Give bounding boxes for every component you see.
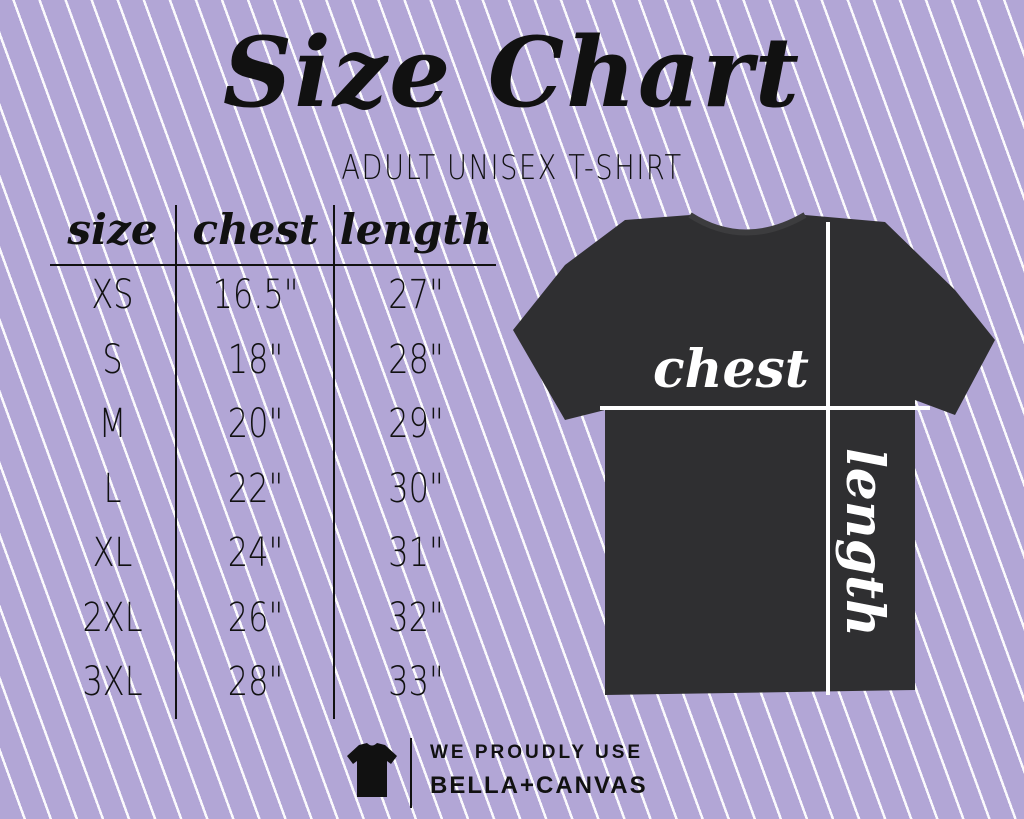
brand-logo-text: BELLA+CANVAS [430,772,648,799]
header-divider [50,264,496,266]
footer-divider [410,738,412,808]
length-cell: 33" [388,659,444,705]
length-cell: 32" [388,594,444,641]
footer-tagline: WE PROUDLY USE [430,742,644,763]
size-cell: 2XL [82,594,143,641]
column-divider [175,205,177,719]
chest-cell: 16.5" [212,272,299,318]
length-label: length [834,448,895,637]
page-title: Size Chart [222,16,802,129]
size-cell: L [103,465,122,512]
page-subtitle: ADULT UNISEX T-SHIRT [341,148,683,188]
chest-cell: 28" [227,659,284,705]
chest-cell: 20" [227,401,284,447]
size-cell: S [102,336,123,383]
size-cell: M [98,401,127,447]
chest-cell: 26" [227,594,284,641]
length-cell: 28" [388,336,444,383]
chest-cell: 24" [227,530,284,576]
length-cell: 31" [388,530,444,576]
header-length: length [339,205,493,254]
chest-cell: 18" [227,336,284,383]
chest-label: chest [653,339,809,400]
header-size: size [67,205,158,254]
chest-cell: 22" [227,465,284,512]
length-cell: 30" [388,465,444,512]
size-cell: XS [91,272,134,318]
length-cell: 27" [388,272,444,318]
tshirt-illustration: chest length [513,212,995,695]
tshirt-collar [688,212,807,236]
size-cell: 3XL [82,659,143,705]
tshirt-shape [513,215,995,695]
header-chest: chest [192,205,319,254]
length-cell: 29" [388,401,444,447]
tshirt-icon [347,743,397,797]
column-divider [333,205,335,719]
size-cell: XL [92,530,133,576]
